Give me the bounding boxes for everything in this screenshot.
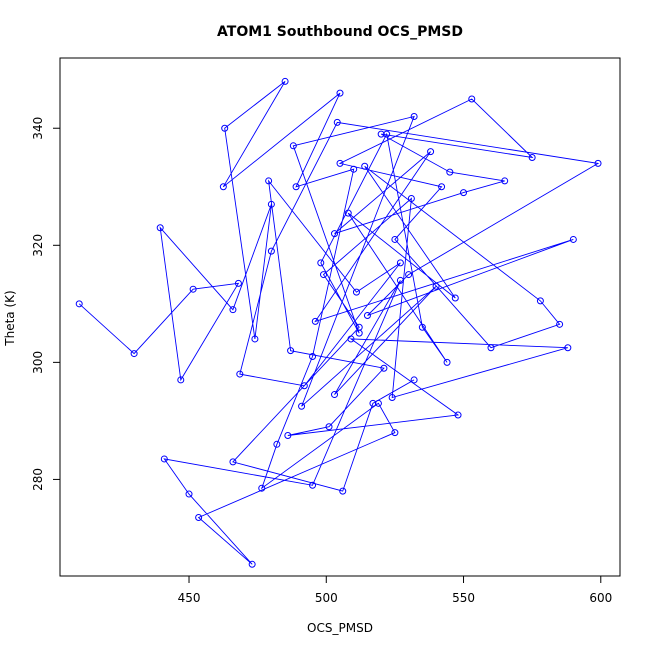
data-point <box>298 402 306 410</box>
data-point <box>487 344 495 352</box>
data-point <box>195 513 203 521</box>
data-point <box>350 165 358 173</box>
data-point <box>229 306 237 314</box>
data-point <box>331 391 339 399</box>
data-point <box>396 276 404 284</box>
data-point <box>446 168 454 176</box>
chart-title: ATOM1 Southbound OCS_PMSD <box>217 24 463 40</box>
data-point <box>564 344 572 352</box>
x-axis: 450 500 550 600 <box>178 576 612 605</box>
data-point <box>594 159 602 167</box>
data-point <box>251 335 259 343</box>
data-point <box>374 399 382 407</box>
plot-frame <box>59 57 621 577</box>
data-point <box>236 370 244 378</box>
data-point <box>460 189 468 197</box>
data-point <box>281 77 289 85</box>
series-line <box>78 81 600 565</box>
data-point <box>468 95 476 103</box>
data-point <box>284 432 292 440</box>
data-point <box>287 347 295 355</box>
data-point <box>189 285 197 293</box>
y-tick-label: 300 <box>31 351 45 374</box>
data-point <box>333 118 341 126</box>
data-point <box>309 353 317 361</box>
data-point <box>331 230 339 238</box>
data-point <box>418 323 426 331</box>
data-point <box>248 560 256 568</box>
data-point <box>556 320 564 328</box>
data-point <box>410 113 418 121</box>
data-point <box>219 183 227 191</box>
data-point <box>75 300 83 308</box>
data-point <box>300 382 308 390</box>
y-tick-label: 340 <box>31 117 45 140</box>
data-point <box>130 350 138 358</box>
data-point <box>438 183 446 191</box>
data-point <box>292 183 300 191</box>
data-point <box>380 364 388 372</box>
x-axis-label: OCS_PMSD <box>307 621 373 635</box>
y-tick-label: 280 <box>31 468 45 491</box>
data-point <box>388 393 396 401</box>
x-tick-label: 450 <box>178 591 201 605</box>
data-point <box>185 490 193 498</box>
data-point <box>160 455 168 463</box>
data-point <box>377 130 385 138</box>
y-axis-label: Theta (K) <box>3 290 17 346</box>
y-axis: 280 300 320 340 <box>31 117 60 491</box>
data-point <box>363 312 371 320</box>
data-point <box>391 429 399 437</box>
x-tick-label: 500 <box>315 591 338 605</box>
data-point <box>347 335 355 343</box>
data-point <box>528 154 536 162</box>
data-point <box>156 224 164 232</box>
data-point <box>273 440 281 448</box>
series-points <box>75 77 602 568</box>
data-point <box>454 411 462 419</box>
y-tick-label: 320 <box>31 234 45 257</box>
data-point <box>339 487 347 495</box>
data-point <box>267 200 275 208</box>
data-point <box>258 484 266 492</box>
data-point <box>177 376 185 384</box>
data-point <box>405 271 413 279</box>
data-point <box>336 159 344 167</box>
x-tick-label: 600 <box>589 591 612 605</box>
data-point <box>361 162 369 170</box>
data-point <box>443 358 451 366</box>
data-point <box>536 297 544 305</box>
data-point <box>325 423 333 431</box>
data-point <box>289 142 297 150</box>
data-point <box>344 209 352 217</box>
data-point <box>267 247 275 255</box>
data-point <box>391 235 399 243</box>
data-point <box>352 288 360 296</box>
data-point <box>234 279 242 287</box>
plot-area <box>75 77 602 568</box>
data-point <box>451 294 459 302</box>
data-point <box>265 177 273 185</box>
data-point <box>336 89 344 97</box>
data-point <box>501 177 509 185</box>
data-point <box>309 481 317 489</box>
data-point <box>311 317 319 325</box>
data-point <box>221 124 229 132</box>
data-point <box>317 259 325 267</box>
data-point <box>410 376 418 384</box>
data-point <box>432 282 440 290</box>
x-tick-label: 550 <box>452 591 475 605</box>
data-point <box>369 399 377 407</box>
data-point <box>396 259 404 267</box>
data-point <box>320 271 328 279</box>
data-point <box>569 235 577 243</box>
data-point <box>427 148 435 156</box>
data-point <box>407 194 415 202</box>
data-point <box>229 458 237 466</box>
data-point <box>355 323 363 331</box>
data-point <box>383 130 391 138</box>
